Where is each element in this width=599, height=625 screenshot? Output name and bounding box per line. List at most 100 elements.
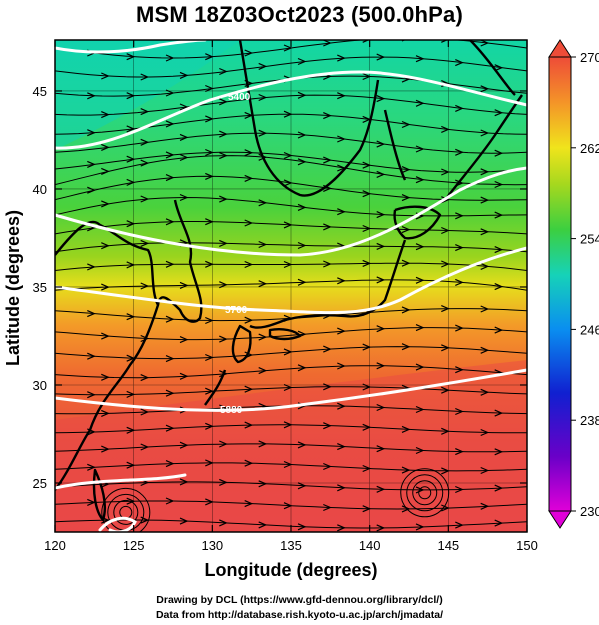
streamline-arrow [494,283,504,291]
streamline-arrow [455,59,464,67]
streamline-arrow [179,281,189,289]
streamline-arrow [219,478,228,486]
streamline-arrow [179,517,189,525]
streamline-arrow [337,524,346,532]
streamline-arrow [494,484,504,492]
streamline-arrow [258,333,268,341]
streamline-arrow [376,362,386,370]
streamline-arrow [140,138,150,146]
streamline-arrow [165,355,175,363]
streamline-arrow [337,135,346,143]
streamline-arrow [297,57,307,66]
streamline-arrow [415,176,425,184]
streamline-arrow [401,194,411,202]
streamline-arrow [244,500,254,508]
contour-label-5880: 5880 [220,405,243,416]
streamline-arrow [376,242,386,250]
streamline-arrow [494,448,504,456]
streamline-arrow [455,448,464,456]
streamline-arrow [337,208,346,216]
y-tick-label: 35 [33,280,47,295]
streamline-arrow [323,503,332,512]
streamline-arrow [480,502,490,510]
streamline-arrow [494,211,504,219]
y-axis-title: Latitude (degrees) [3,210,23,366]
streamline-arrow [401,259,411,267]
colorbar: 230 238 246 254 262 270 [548,39,599,529]
x-tick-label: 125 [123,538,145,553]
streamline-arrow [415,324,425,332]
streamline-arrow [101,72,110,80]
streamline-arrow [480,40,490,47]
streamline-arrow [415,276,425,284]
streamline-arrow [101,167,110,175]
x-tick-label: 145 [437,538,459,553]
streamline-arrow [244,316,254,324]
colorbar-max-extension [548,39,572,58]
streamline-arrow [494,180,504,189]
streamline-arrow [179,133,189,141]
y-tick-label: 25 [33,476,47,491]
streamline-arrow [401,425,411,433]
streamline-arrow [87,263,96,271]
streamline-arrow [87,463,96,471]
streamline-arrow [455,485,464,494]
streamline-arrow [401,166,411,174]
streamline-arrow [494,409,504,417]
streamline-arrow [337,92,346,100]
streamline-arrow [480,466,490,475]
streamline-arrow [140,159,150,167]
vortex-ring [418,486,432,500]
map-title: MSM 18Z03Oct2023 (500.0hPa) [136,2,463,27]
streamline-arrow [480,228,490,236]
streamline-arrow [480,346,490,354]
streamline-arrow [219,335,228,343]
streamline-arrow [297,278,307,286]
streamline-arrow [297,523,307,531]
streamline-arrow [87,352,96,360]
streamline-arrow [376,403,386,412]
streamline-arrow [179,336,189,344]
streamline-arrow [297,131,307,139]
streamline-arrow [480,262,490,270]
streamline-arrow [401,466,411,474]
streamline-arrow [219,440,228,448]
colorbar-min-extension [548,510,572,529]
streamline-arrow [480,168,490,176]
streamline-arrow [401,343,411,351]
streamline-arrow [362,40,370,43]
streamline-arrow [297,482,307,490]
colorbar-tick-label: 246 [580,322,599,337]
streamline-arrow [415,99,425,107]
streamline-arrow [140,334,150,343]
streamline-arrow [441,40,449,43]
streamline-arrow [244,174,254,182]
streamline-arrow [101,143,110,151]
streamline-arrow [140,73,150,81]
vortex-ring [101,487,151,532]
streamline-arrow [455,212,464,220]
streamline-arrow [101,332,110,340]
streamline-arrow [376,170,386,178]
streamline-arrow [455,521,464,529]
streamline-arrow [494,149,504,157]
streamline-arrow [480,196,490,204]
streamline-arrow [376,325,386,333]
streamline-arrow [337,327,346,335]
y-tick-label: 30 [33,378,47,393]
streamline-arrow [455,324,464,332]
streamline-arrow [87,186,96,194]
vortex-ring [113,499,139,525]
streamline-arrow [258,62,268,70]
streamline-arrow [244,49,254,57]
streamline-arrow [297,91,307,99]
streamline-arrow [323,112,332,120]
map-plot-area[interactable]: 5400 5700 5880 [55,35,527,536]
streamline-arrow [258,521,268,529]
streamline-arrow [140,408,150,416]
y-tick-label: 45 [33,84,47,99]
streamline-arrow [415,145,425,153]
streamline-arrow [258,480,268,488]
streamline-arrow [337,362,346,370]
credit-drawing: Drawing by DCL (https://www.gfd-dennou.o… [156,594,443,606]
